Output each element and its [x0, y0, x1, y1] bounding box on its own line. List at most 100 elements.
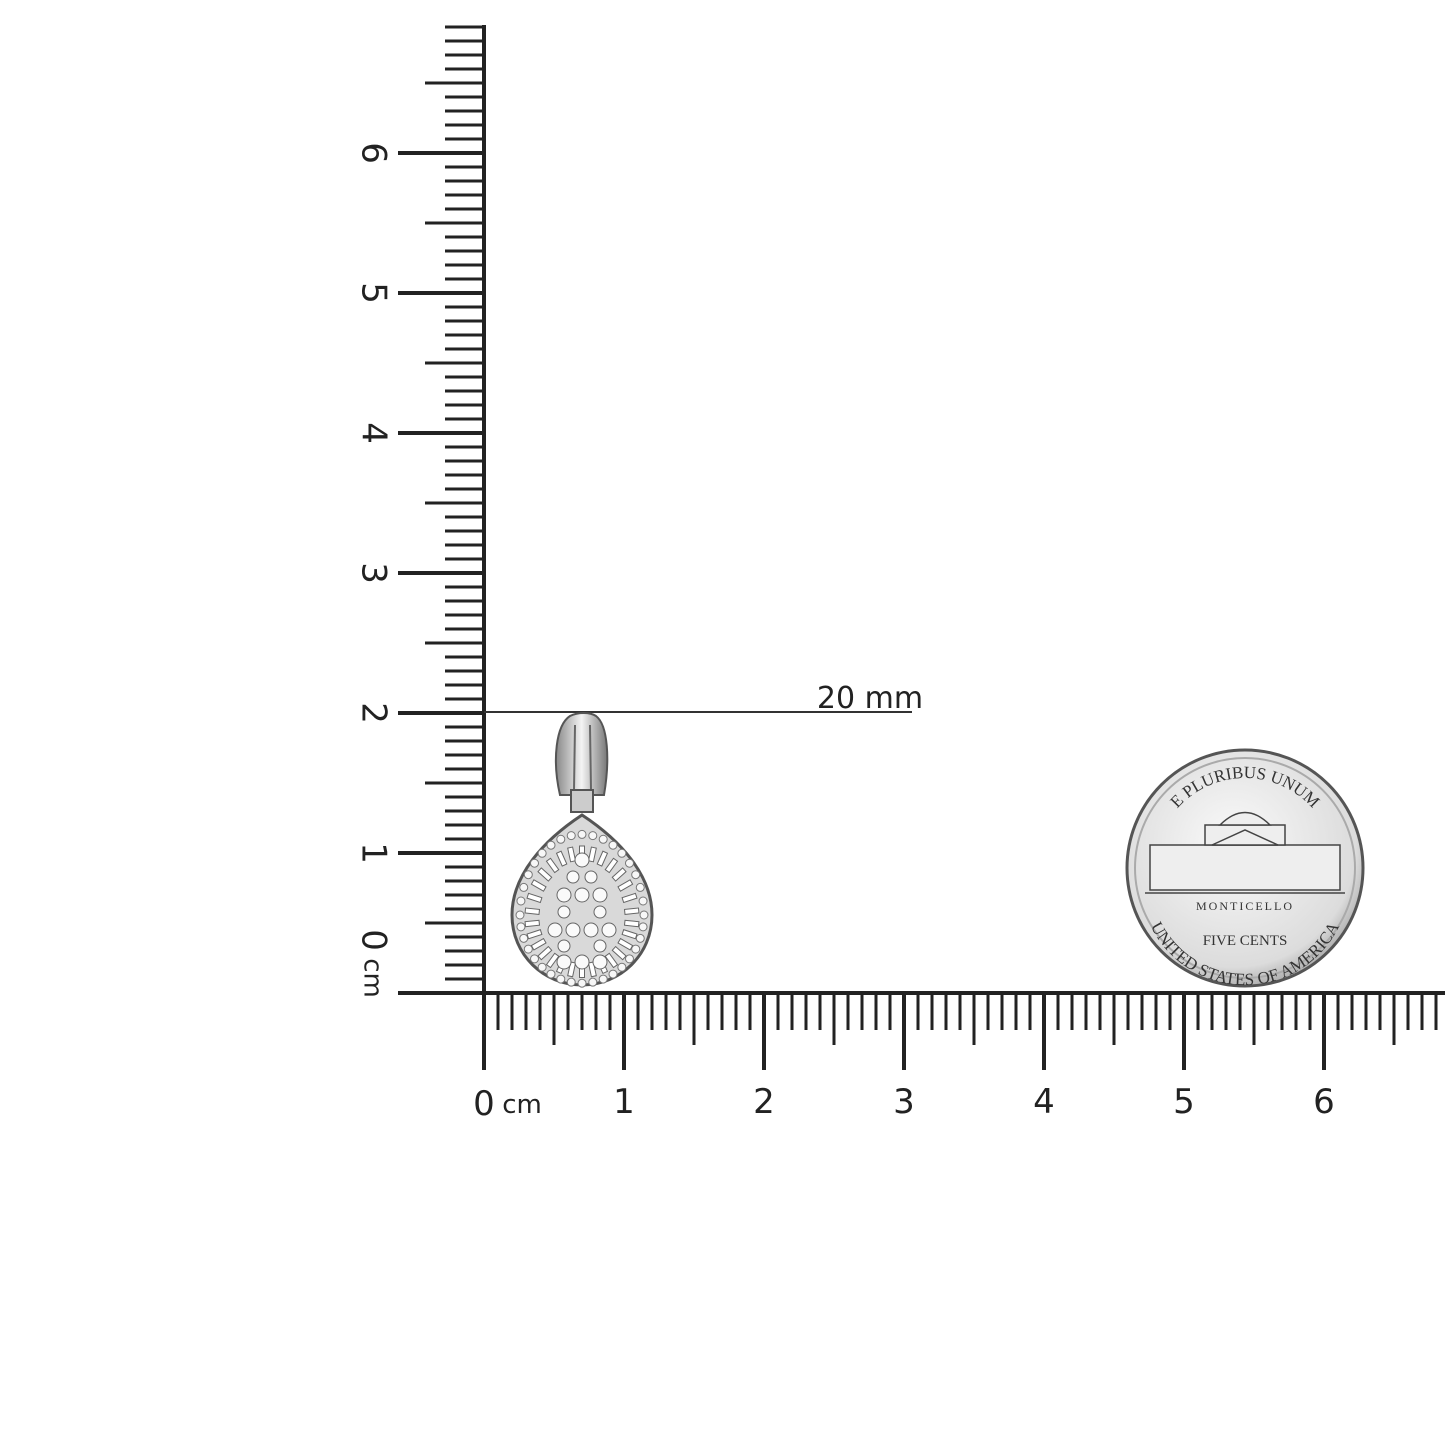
stone: [608, 840, 618, 850]
baguette: [526, 929, 543, 940]
stone: [593, 939, 607, 953]
pendant: [510, 712, 654, 988]
stone: [624, 858, 634, 868]
stone: [608, 969, 618, 979]
baguette: [604, 952, 619, 969]
baguette: [587, 846, 597, 863]
stone: [583, 922, 599, 938]
coin-denomination: FIVE CENTS: [1203, 933, 1288, 949]
stone: [523, 870, 533, 880]
coin: E PLURIBUS UNUM MONTICELLO FIVE CENTS UN…: [1125, 748, 1365, 989]
bail-groove: [589, 724, 592, 791]
h-ruler-label: 1: [613, 1082, 635, 1122]
stone: [574, 852, 590, 868]
h-ruler-label: 2: [753, 1082, 775, 1122]
stone: [556, 887, 572, 903]
stone: [624, 954, 634, 964]
v-ruler-label: 6: [354, 142, 394, 164]
v-ruler-label: 5: [354, 282, 394, 304]
baguette: [621, 892, 638, 904]
stone: [601, 922, 617, 938]
h-ruler-label: 5: [1173, 1082, 1195, 1122]
stone: [593, 905, 607, 919]
stone: [588, 831, 598, 841]
stone: [557, 905, 571, 919]
stone: [638, 896, 648, 906]
pendant-link: [570, 789, 594, 813]
baguette: [567, 961, 577, 978]
h-ruler-zero: 0: [473, 1084, 495, 1124]
stone: [523, 944, 533, 954]
baguette: [604, 857, 619, 874]
v-ruler-label: 1: [354, 842, 394, 864]
baguette: [611, 867, 627, 882]
stone: [515, 910, 525, 920]
v-ruler-zero: 0: [354, 929, 394, 951]
baguette: [617, 879, 634, 892]
coin-rim: [1134, 757, 1356, 979]
stone: [592, 887, 608, 903]
v-ruler-unit: cm: [358, 958, 388, 998]
baguette: [567, 846, 577, 863]
stone: [556, 834, 566, 844]
stone: [598, 974, 608, 984]
stone: [516, 896, 526, 906]
stone: [639, 910, 649, 920]
bail-groove: [573, 724, 576, 791]
stone: [566, 831, 576, 841]
stone: [519, 882, 529, 892]
stone: [516, 922, 526, 932]
baguette: [587, 961, 597, 978]
stone: [631, 944, 641, 954]
stone: [631, 870, 641, 880]
stone: [530, 954, 540, 964]
stone: [565, 922, 581, 938]
stone: [598, 834, 608, 844]
baguette: [524, 919, 541, 928]
stone: [557, 939, 571, 953]
baguette: [623, 919, 640, 928]
stone: [546, 840, 556, 850]
stone: [577, 829, 587, 839]
baguette: [623, 907, 640, 915]
stone: [556, 954, 572, 970]
h-ruler-label: 3: [893, 1082, 915, 1122]
baguette: [621, 929, 638, 940]
stone: [577, 978, 587, 988]
stone: [546, 969, 556, 979]
v-ruler-label: 2: [354, 702, 394, 724]
stone: [588, 977, 598, 987]
baguette: [537, 867, 553, 882]
stone: [635, 933, 645, 943]
stone: [617, 962, 627, 972]
stone: [584, 870, 598, 884]
stone: [519, 933, 529, 943]
stone: [537, 962, 547, 972]
baguette: [537, 945, 553, 961]
stone: [556, 974, 566, 984]
stone: [635, 882, 645, 892]
stone: [530, 858, 540, 868]
stone: [566, 870, 580, 884]
stone: [617, 848, 627, 858]
baguette: [524, 907, 541, 915]
stone: [638, 922, 648, 932]
baguette: [530, 879, 547, 892]
h-ruler-unit: cm: [502, 1090, 542, 1120]
baguette: [617, 937, 634, 951]
pendant-bail: [554, 712, 609, 796]
measurement-label: 20 mm: [817, 681, 923, 716]
baguette: [526, 892, 543, 904]
baguette: [530, 937, 547, 951]
stone: [574, 954, 590, 970]
baguette: [596, 850, 609, 867]
stone: [547, 922, 563, 938]
baguette: [611, 945, 627, 961]
pendant-stones: [515, 829, 649, 988]
stone: [566, 977, 576, 987]
stone: [574, 887, 590, 903]
coin-building-name: MONTICELLO: [1196, 899, 1294, 913]
